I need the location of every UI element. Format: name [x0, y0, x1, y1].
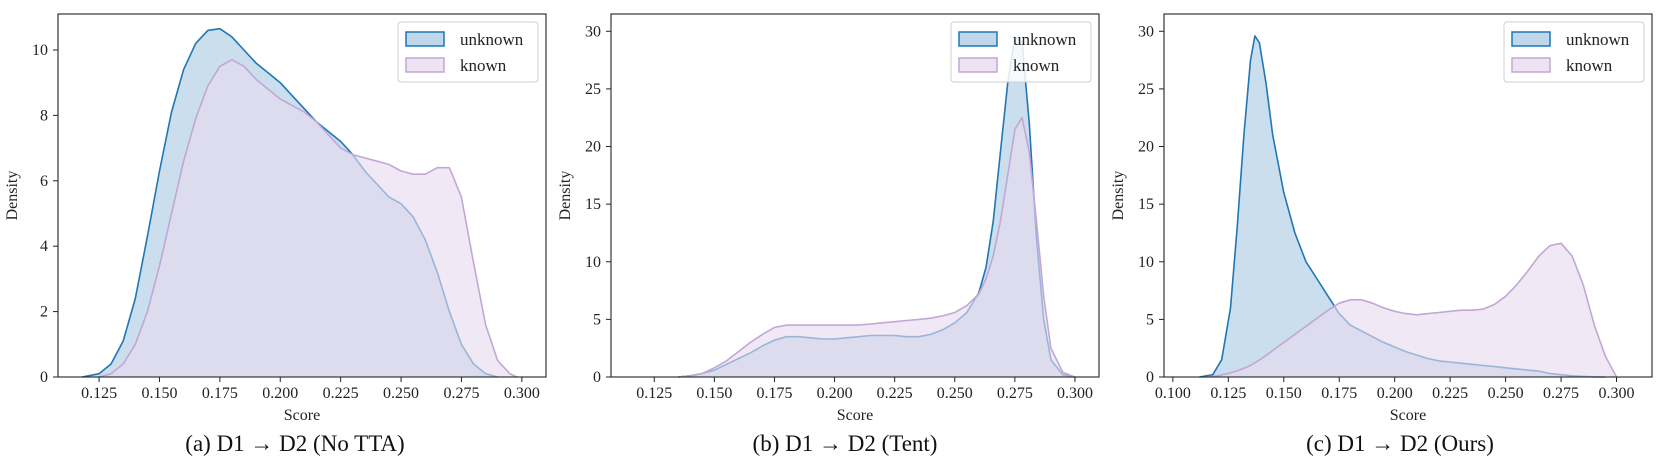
legend-swatch-unknown — [958, 31, 998, 47]
x-tick-label: 0.175 — [1321, 385, 1357, 402]
x-tick-label: 0.300 — [1599, 385, 1635, 402]
y-tick-label: 30 — [585, 23, 601, 40]
y-tick-label: 30 — [1138, 23, 1154, 40]
y-tick-label: 10 — [1138, 254, 1154, 271]
y-tick-label: 20 — [1138, 139, 1154, 156]
x-tick-label: 0.125 — [1210, 385, 1246, 402]
y-axis-label: Density — [1110, 171, 1127, 221]
y-tick-label: 4 — [40, 238, 48, 255]
x-tick-label: 0.250 — [937, 385, 973, 402]
y-tick-label: 15 — [585, 196, 601, 213]
chart-panel-1: 0.125 0.150 0.175 0.200 0.225 0.250 0.275 0.300… — [4, 13, 547, 456]
panel-caption: (c) D1 → D2 (Ours) — [1306, 431, 1494, 456]
y-tick-label: 2 — [40, 304, 48, 321]
x-tick-label: 0.150 — [1266, 385, 1302, 402]
density-line-known — [678, 116, 1076, 378]
x-tick-label: 0.100 — [1155, 385, 1191, 402]
y-axis-label: Density — [557, 171, 574, 221]
x-tick-label: 0.200 — [262, 385, 298, 402]
legend-label-known: known — [1566, 56, 1613, 75]
axes-frame — [57, 13, 547, 378]
y-tick-label: 20 — [585, 139, 601, 156]
x-axis-label: Score — [837, 407, 873, 424]
y-tick-label: 10 — [585, 254, 601, 271]
y-tick-label: 5 — [1146, 311, 1154, 328]
x-tick-label: 0.150 — [141, 385, 177, 402]
y-tick-label: 0 — [1146, 369, 1154, 386]
y-tick-label: 6 — [40, 173, 48, 190]
chart-panel-2: 0.125 0.150 0.175 0.200 0.225 0.250 0.275 0.300… — [557, 13, 1100, 456]
legend-label-known: known — [1013, 56, 1060, 75]
x-axis-label: Score — [284, 407, 320, 424]
legend-swatch-unknown — [405, 31, 445, 47]
axes-frame — [1163, 13, 1653, 378]
x-tick-label: 0.150 — [696, 385, 732, 402]
legend-label-unknown: unknown — [1566, 30, 1630, 49]
legend-swatch-known — [958, 57, 998, 73]
x-tick-label: 0.125 — [81, 385, 117, 402]
x-tick-label: 0.250 — [1488, 385, 1524, 402]
legend-label-known: known — [460, 56, 507, 75]
y-tick-label: 0 — [40, 369, 48, 386]
legend: unknown known — [950, 21, 1092, 83]
x-tick-label: 0.125 — [636, 385, 672, 402]
x-tick-label: 0.200 — [817, 385, 853, 402]
density-area-known — [1206, 243, 1617, 377]
y-tick-label: 25 — [585, 81, 601, 98]
y-tick-label: 5 — [593, 311, 601, 328]
x-tick-label: 0.275 — [443, 385, 479, 402]
x-tick-label: 0.300 — [1057, 385, 1093, 402]
density-area-known — [99, 59, 517, 378]
x-tick-label: 0.250 — [383, 385, 419, 402]
density-line-known — [1206, 242, 1618, 378]
legend-swatch-known — [405, 57, 445, 73]
density-area-unknown — [1199, 35, 1606, 378]
x-tick-label: 0.225 — [877, 385, 913, 402]
x-axis-label: Score — [1390, 407, 1426, 424]
x-tick-label: 0.275 — [997, 385, 1033, 402]
density-area-known — [678, 117, 1075, 377]
legend-label-unknown: unknown — [1013, 30, 1077, 49]
x-tick-label: 0.175 — [202, 385, 238, 402]
x-tick-label: 0.225 — [1432, 385, 1468, 402]
x-tick-label: 0.300 — [504, 385, 540, 402]
legend-swatch-known — [1511, 57, 1551, 73]
legend-label-unknown: unknown — [460, 30, 524, 49]
chart-panel-3: 0.100 0.125 0.150 0.175 0.200 0.225 0.250 0.275… — [1110, 13, 1653, 456]
y-tick-label: 25 — [1138, 81, 1154, 98]
legend: unknown known — [397, 21, 539, 83]
y-tick-label: 0 — [593, 369, 601, 386]
legend-swatch-unknown — [1511, 31, 1551, 47]
y-axis-label: Density — [4, 171, 21, 221]
density-line-known — [98, 59, 518, 378]
x-tick-label: 0.225 — [323, 385, 359, 402]
y-tick-label: 10 — [32, 42, 48, 59]
panel-caption: (a) D1 → D2 (No TTA) — [185, 431, 404, 456]
y-tick-label: 15 — [1138, 196, 1154, 213]
panel-caption: (b) D1 → D2 (Tent) — [753, 431, 938, 456]
axes-frame — [610, 13, 1100, 378]
x-tick-label: 0.175 — [756, 385, 792, 402]
x-tick-label: 0.200 — [1377, 385, 1413, 402]
legend: unknown known — [1503, 21, 1645, 83]
y-tick-label: 8 — [40, 107, 48, 124]
x-tick-label: 0.275 — [1543, 385, 1579, 402]
